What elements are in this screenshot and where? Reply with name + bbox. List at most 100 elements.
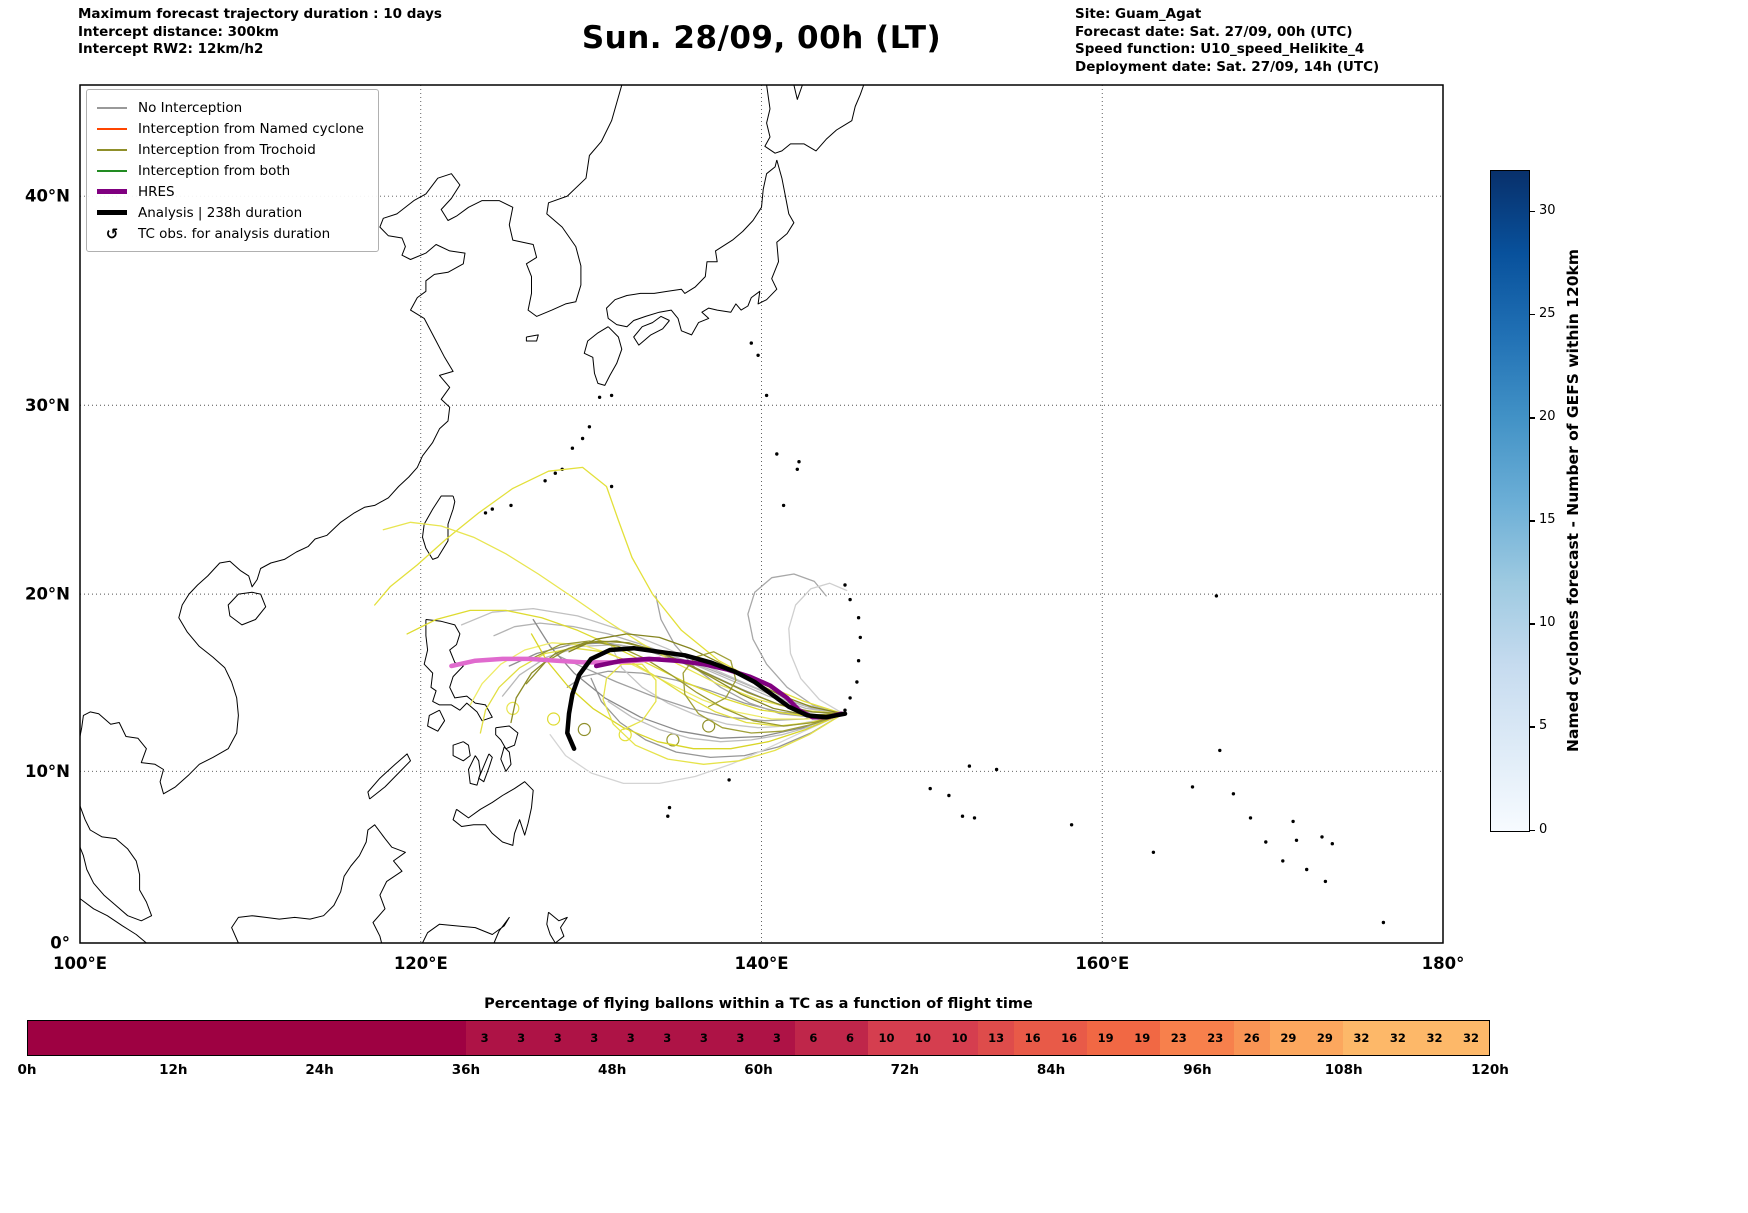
trajectory-trochoid [568, 633, 844, 715]
island-dot [775, 452, 779, 456]
island-dot [570, 446, 575, 450]
colorbar-ticks: 0 5 10 15 20 25 30 [1529, 170, 1569, 837]
balloon-percentage-cell: 32 [1416, 1021, 1453, 1055]
coastline [546, 911, 568, 944]
y-tick-label: 10°N [25, 762, 70, 781]
balloon-percentage-cell: 6 [795, 1021, 832, 1055]
colorbar-tickmark [1529, 417, 1535, 419]
island-dot [1069, 823, 1074, 827]
legend-label: Interception from Trochoid [138, 141, 316, 158]
island-dot [848, 696, 852, 700]
island-dot [960, 814, 965, 818]
balloon-percentage-cell: 10 [868, 1021, 905, 1055]
island-dot [856, 659, 861, 663]
colorbar-tick-label: 25 [1539, 305, 1556, 321]
x-tick-label: 140°E [735, 954, 789, 973]
island-dot [1231, 792, 1236, 796]
island-dot [609, 393, 614, 398]
legend-item: ↺ TC obs. for analysis duration [97, 223, 364, 244]
trajectory-no-interception [747, 573, 844, 715]
island-dot [1214, 594, 1219, 598]
island-dot [848, 597, 852, 602]
balloon-percentage-cell: 32 [1452, 1021, 1490, 1055]
island-dot [764, 393, 769, 398]
colorbar-tick-label: 15 [1539, 512, 1556, 528]
balloon-percentage-cell: 32 [1343, 1021, 1380, 1055]
balloon-percentage-cell: 23 [1197, 1021, 1234, 1055]
flight-time-tick-label: 24h [305, 1062, 334, 1078]
island-dot [972, 816, 977, 820]
y-tick-label: 30°N [25, 396, 70, 415]
forecast-date-text: Forecast date: Sat. 27/09, 00h (UTC) [1075, 23, 1353, 40]
trochoid-loop [577, 722, 591, 737]
coastline [227, 591, 267, 626]
balloon-percentage-cell: 3 [722, 1021, 759, 1055]
trajectory-no-interception [590, 677, 844, 759]
island-dot [843, 708, 847, 712]
legend-label: HRES [138, 183, 175, 200]
colorbar-label-wrap: Named cyclones forecast - Number of GEFS… [1556, 170, 1590, 830]
flight-time-tick-label: 0h [17, 1062, 37, 1078]
site-text: Site: Guam_Agat [1075, 6, 1202, 22]
island-dot [1291, 819, 1295, 824]
plot-border [79, 84, 1444, 944]
colorbar-tick-label: 0 [1539, 821, 1548, 837]
island-dot [667, 805, 672, 810]
island-dot [928, 786, 932, 791]
intercept-rw2-text: Intercept RW2: 12km/h2 [78, 41, 264, 57]
flight-time-tick-label: 108h [1324, 1062, 1363, 1078]
colorbar [1490, 170, 1530, 832]
colorbar-tickmark [1529, 313, 1535, 316]
trajectory-analysis [565, 645, 848, 751]
island-dot [795, 467, 799, 471]
trajectory-trochoid [406, 609, 844, 717]
trajectory-trochoid [602, 663, 844, 765]
balloon-percentage-cell: 3 [539, 1021, 576, 1055]
island-dot [749, 341, 753, 345]
island-dot [994, 767, 999, 772]
coastline [427, 709, 446, 732]
island-dot [781, 503, 786, 508]
balloon-percentage-cell: 3 [649, 1021, 686, 1055]
island-dot [553, 471, 557, 475]
legend-item: Interception from Trochoid [97, 139, 364, 160]
balloon-percentage-cell: 29 [1306, 1021, 1344, 1055]
trajectory-no-interception [655, 595, 844, 718]
balloon-percentage-cell: 3 [502, 1021, 540, 1055]
flight-time-tick-label: 60h [744, 1062, 773, 1078]
balloon-percentage-cell [210, 1021, 248, 1055]
deployment-date-text: Deployment date: Sat. 27/09, 14h (UTC) [1075, 58, 1380, 75]
legend-line-swatch [97, 106, 127, 109]
island-dot [587, 425, 592, 429]
island-dot [1190, 785, 1195, 789]
balloon-strip: 3 3 3 3 3 3 3 3 3 6 6 10 10 10 13 16 16 19 19 23 23 26 29 29 32 3… [27, 1020, 1490, 1056]
legend-label: Interception from both [138, 162, 291, 179]
island-dot [609, 484, 614, 489]
x-tick-label: 160°E [1075, 954, 1129, 973]
flight-time-tick-label: 36h [451, 1062, 481, 1078]
coastline [79, 898, 147, 944]
balloon-percentage-cell: 3 [612, 1021, 650, 1055]
x-tick-label: 180° [1422, 954, 1465, 973]
coastline [79, 84, 623, 795]
island-dot [1381, 920, 1386, 925]
coastline [495, 725, 519, 750]
trochoid-loop [546, 712, 561, 726]
island-dot [856, 616, 861, 620]
flight-time-tick-label: 72h [890, 1062, 919, 1078]
balloon-percentage-cell [283, 1021, 321, 1055]
legend-label: Analysis | 238h duration [138, 204, 303, 221]
balloon-percentage-cell: 3 [466, 1021, 503, 1055]
coastline [422, 916, 510, 944]
coastline [452, 781, 534, 846]
colorbar-tick-label: 5 [1539, 718, 1548, 734]
colorbar-tick-label: 20 [1539, 409, 1556, 424]
legend-label: TC obs. for analysis duration [138, 225, 331, 242]
balloon-percentage-cell: 10 [941, 1021, 978, 1055]
island-dot [756, 353, 760, 357]
y-tick-label: 0° [50, 934, 70, 953]
balloon-percentage-cell: 16 [1050, 1021, 1088, 1055]
flight-time-tick-label: 96h [1183, 1062, 1212, 1078]
header-left-info: Maximum forecast trajectory duration : 1… [78, 6, 442, 59]
island-dot [843, 583, 847, 587]
